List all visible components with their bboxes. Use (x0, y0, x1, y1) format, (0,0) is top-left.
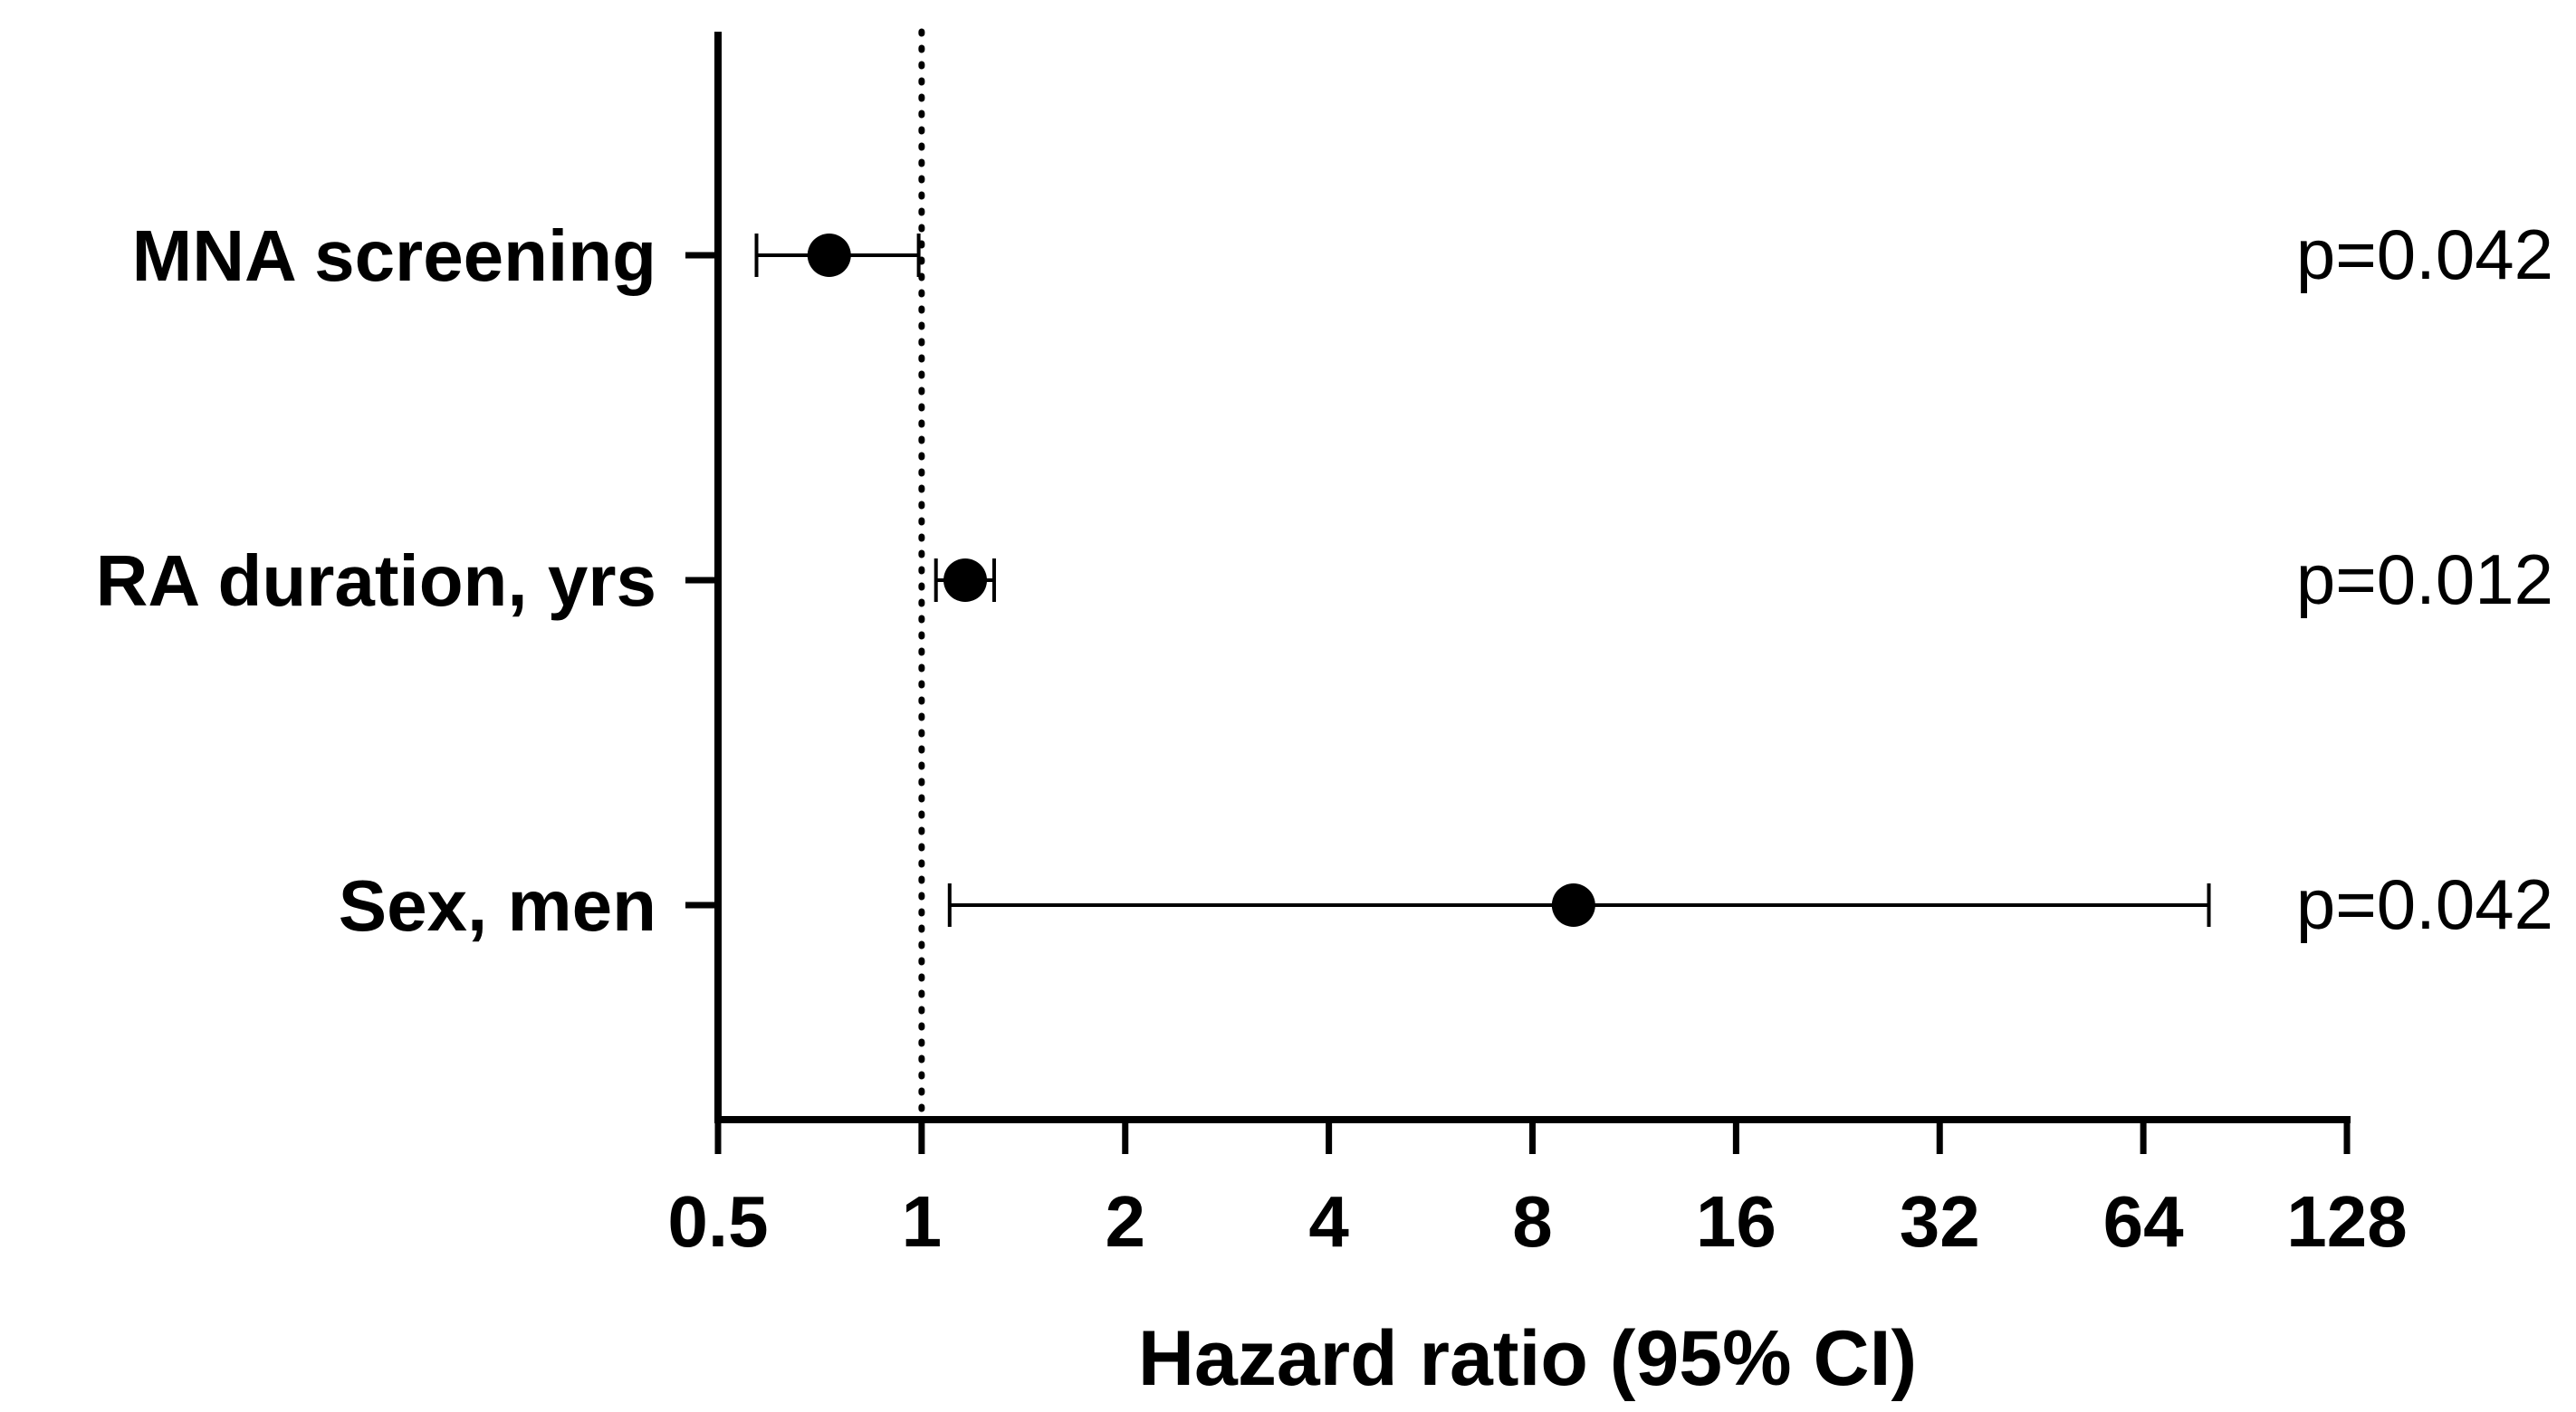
x-tick-label: 0.5 (667, 1181, 768, 1262)
hazard-ratio-point (943, 558, 988, 602)
x-tick-label: 8 (1512, 1181, 1553, 1262)
x-tick-label: 1 (902, 1181, 943, 1262)
x-tick-label: 128 (2286, 1181, 2407, 1262)
p-value: p=0.042 (2296, 215, 2553, 294)
forest-rows: MNA screening p=0.042 RA duration, yrs p=0.… (96, 215, 2553, 946)
x-tick-label: 2 (1106, 1181, 1146, 1262)
x-tick-label: 32 (1900, 1181, 1980, 1262)
x-axis-ticks: 0.5 1 2 4 8 16 32 64 128 (667, 1120, 2408, 1262)
hazard-ratio-point (1551, 883, 1595, 927)
forest-row: MNA screening p=0.042 (132, 215, 2553, 296)
row-label: Sex, men (339, 865, 656, 946)
x-tick-label: 4 (1308, 1181, 1349, 1262)
row-label: RA duration, yrs (96, 540, 656, 621)
p-value: p=0.042 (2296, 864, 2553, 944)
p-value: p=0.012 (2296, 539, 2553, 619)
forest-row: Sex, men p=0.042 (339, 864, 2553, 946)
x-tick-label: 16 (1696, 1181, 1776, 1262)
row-label: MNA screening (132, 215, 656, 296)
forest-row: RA duration, yrs p=0.012 (96, 539, 2553, 621)
x-axis-label: Hazard ratio (95% CI) (1138, 1315, 1917, 1402)
hazard-ratio-point (807, 234, 851, 277)
x-tick-label: 64 (2103, 1181, 2184, 1262)
